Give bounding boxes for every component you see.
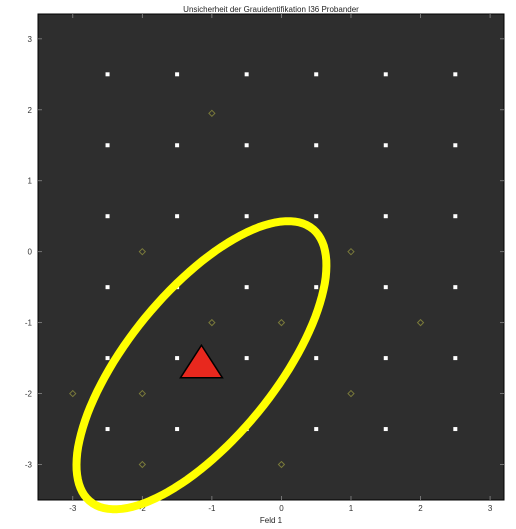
grid-point-square xyxy=(244,72,249,77)
grid-point-square xyxy=(314,356,319,361)
grid-point-square xyxy=(175,356,180,361)
response-point-diamond xyxy=(277,318,286,327)
x-tick-label: 3 xyxy=(488,504,493,513)
grid-point-square xyxy=(105,356,110,361)
grid-point-square xyxy=(244,356,249,361)
grid-point-square xyxy=(383,72,388,77)
grid-point-square xyxy=(314,72,319,77)
y-tick-label: -1 xyxy=(25,319,33,328)
response-point-diamond xyxy=(69,389,77,398)
x-axis-title: Feld 1 xyxy=(260,516,283,525)
grid-point-square xyxy=(105,72,110,77)
grid-point-square xyxy=(383,143,388,148)
confidence-ellipse-layer xyxy=(72,217,331,514)
data-marks xyxy=(69,72,458,469)
y-tick-label: -3 xyxy=(25,461,33,470)
response-point-diamond xyxy=(138,247,147,256)
grid-point-square xyxy=(314,285,319,290)
grid-point-square xyxy=(383,285,388,290)
grid-point-square xyxy=(105,143,110,148)
grid-point-square xyxy=(453,72,458,77)
grid-point-square xyxy=(314,427,319,432)
grid-point-square xyxy=(453,285,458,290)
grid-point-square xyxy=(105,285,110,290)
grid-point-square xyxy=(383,356,388,361)
response-point-diamond xyxy=(416,318,425,327)
grid-point-square xyxy=(175,143,180,148)
grid-point-square xyxy=(314,143,319,148)
response-point-diamond xyxy=(138,389,147,398)
response-point-diamond xyxy=(347,247,355,256)
grid-point-square xyxy=(244,214,249,219)
grid-point-square xyxy=(453,214,458,219)
y-tick-label: 2 xyxy=(28,106,33,115)
chart-title: Unsicherheit der Grauidentifikation I36 … xyxy=(183,5,359,14)
x-tick-label: 2 xyxy=(418,504,423,513)
y-tick-label: 0 xyxy=(28,248,33,257)
grid-point-square xyxy=(175,72,180,77)
y-tick-label: -2 xyxy=(25,390,33,399)
grid-point-square xyxy=(175,427,180,432)
grid-point-square xyxy=(383,427,388,432)
response-point-diamond xyxy=(208,318,216,327)
y-tick-label: 1 xyxy=(28,177,33,186)
grid-point-square xyxy=(175,214,180,219)
grid-point-square xyxy=(244,143,249,148)
grid-point-square xyxy=(105,214,110,219)
x-axis: -3 -2 -1 0 1 2 3 xyxy=(69,14,493,513)
mean-marker-layer xyxy=(179,343,224,379)
y-axis: -3 -2 -1 0 1 2 3 xyxy=(25,35,504,470)
response-point-diamond xyxy=(208,109,216,118)
response-point-diamond xyxy=(347,389,355,398)
x-tick-label: 0 xyxy=(279,504,284,513)
grid-point-square xyxy=(105,427,110,432)
grid-point-square xyxy=(244,285,249,290)
mean-triangle-marker xyxy=(179,343,224,379)
grid-point-square xyxy=(314,214,319,219)
x-tick-label: 1 xyxy=(349,504,354,513)
grid-point-square xyxy=(453,427,458,432)
y-tick-label: 3 xyxy=(28,35,33,44)
grid-point-square xyxy=(383,214,388,219)
plot-area xyxy=(37,13,505,501)
x-tick-label: -2 xyxy=(139,504,147,513)
response-point-diamond xyxy=(277,460,286,469)
x-tick-label: -1 xyxy=(208,504,216,513)
confidence-ellipse xyxy=(72,217,331,514)
x-tick-label: -3 xyxy=(69,504,77,513)
grid-point-square xyxy=(453,356,458,361)
grid-point-square xyxy=(453,143,458,148)
response-point-diamond xyxy=(138,460,147,469)
